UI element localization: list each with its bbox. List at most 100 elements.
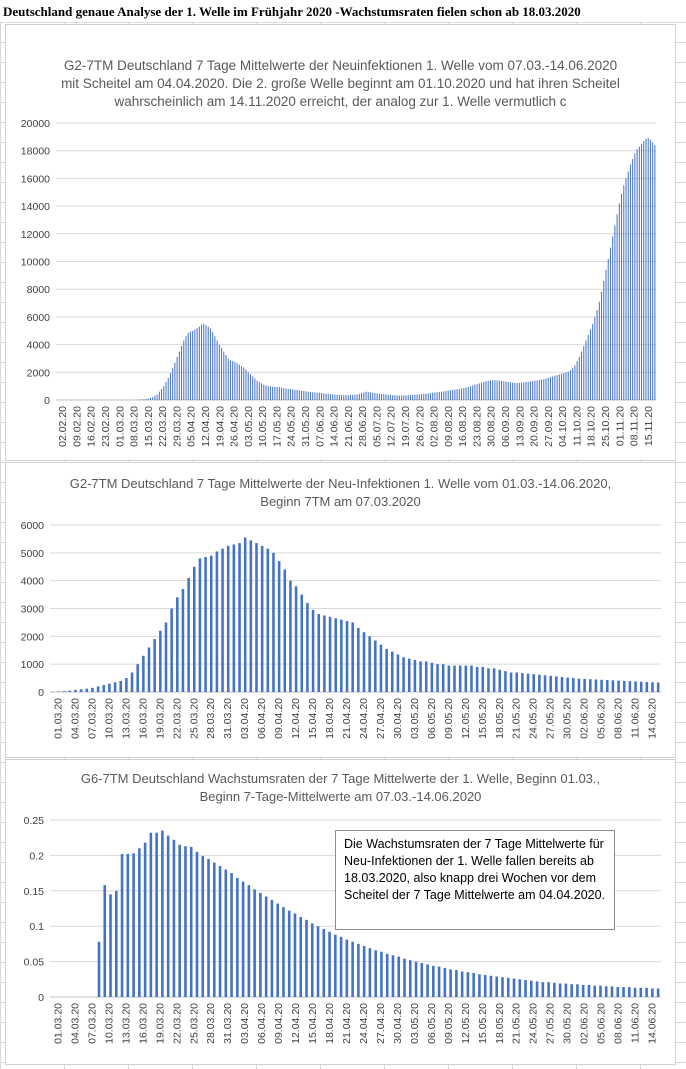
- chart-1-xtick-label: 25.10.20: [600, 406, 612, 447]
- chart-3-bar: [178, 844, 181, 997]
- chart-1-bar: [256, 380, 258, 400]
- chart-2-bar: [555, 676, 558, 692]
- chart-1-bar: [541, 379, 543, 400]
- chart-1-bar: [587, 334, 589, 400]
- chart-1-bar: [296, 390, 298, 400]
- chart-1-xtick-label: 16.08.20: [457, 406, 469, 447]
- chart-3-bar: [403, 958, 406, 997]
- chart-1-bar: [398, 395, 400, 400]
- chart-2-bar: [283, 569, 287, 692]
- chart-1-bar: [507, 382, 509, 400]
- chart-1-bar: [165, 382, 167, 400]
- chart-1-ytick-label: 14000: [21, 201, 50, 213]
- chart-3-xtick-label: 18.05.20: [494, 1003, 506, 1044]
- chart-3-bar: [530, 980, 533, 997]
- chart-3-xtick-label: 24.04.20: [358, 1003, 370, 1044]
- chart-2-bar: [187, 577, 190, 692]
- chart-3-bar: [253, 889, 256, 997]
- chart-2-bar: [340, 619, 343, 692]
- chart-1-title: G2-7TM Deutschland 7 Tage Mittelwerte de…: [61, 58, 620, 109]
- chart-1-xtick-label: 02.08.20: [429, 406, 441, 447]
- chart-1-bar: [201, 324, 203, 400]
- chart-2-ytick-label: 4000: [21, 576, 45, 588]
- chart-2-bar: [611, 680, 615, 692]
- chart-1-bar: [247, 372, 249, 400]
- chart-2-bar: [113, 682, 117, 692]
- chart-2-xtick-label: 24.04.20: [358, 698, 370, 739]
- chart-1-bar: [327, 393, 329, 400]
- chart-2-bar: [481, 666, 485, 692]
- chart-3-bar: [143, 842, 147, 997]
- chart-1-bar: [534, 380, 536, 400]
- chart-1-bar: [158, 391, 160, 400]
- chart-3-bar: [541, 982, 545, 997]
- chart-1-bar: [567, 371, 569, 400]
- chart-panel-1[interactable]: G2-7TM Deutschland 7 Tage Mittelwerte de…: [5, 24, 676, 461]
- chart-1-bar: [427, 393, 429, 400]
- chart-3-bar: [322, 929, 326, 997]
- chart-3-ytick-label: 0.1: [29, 921, 44, 933]
- chart-1-bar: [618, 203, 620, 400]
- chart-1-bar: [518, 382, 520, 400]
- chart-1-bar: [334, 394, 336, 400]
- chart-2-xtick-label: 15.05.20: [477, 698, 489, 739]
- chart-3-bar: [103, 885, 107, 997]
- chart-2-bar: [300, 594, 304, 692]
- chart-1-bar: [443, 391, 445, 400]
- chart-1-xtick-label: 23.08.20: [471, 406, 483, 447]
- chart-3-ytick-label: 0.2: [29, 850, 44, 862]
- chart-2-bar: [328, 616, 332, 692]
- chart-3-bar: [161, 830, 164, 997]
- chart-1-bar: [594, 316, 596, 400]
- chart-2-xtick-label: 21.05.20: [511, 698, 523, 739]
- chart-3-bar: [299, 917, 303, 997]
- chart-2-bar: [102, 685, 106, 692]
- chart-1-bar: [178, 351, 180, 400]
- chart-1-bar: [294, 389, 296, 400]
- chart-1-bar: [578, 357, 580, 400]
- chart-1-bar: [216, 340, 218, 400]
- chart-3-bar: [287, 910, 291, 997]
- chart-2-xtick-label: 27.05.20: [545, 698, 557, 739]
- chart-3-plot: 0 0.05 0.1 0.15 0.2 0.25 01.03.20 04.03.20 07.03…: [24, 815, 661, 1044]
- chart-1-bar: [543, 379, 545, 400]
- chart-2-bar: [125, 678, 128, 692]
- chart-1-xtick-label: 05.07.20: [371, 406, 383, 447]
- chart-1-bar: [456, 389, 458, 400]
- chart-1-ytick-label: 8000: [27, 284, 51, 296]
- chart-2-bar: [85, 688, 89, 692]
- chart-1-bar: [392, 395, 394, 400]
- chart-1-bar: [223, 351, 225, 400]
- chart-1-bar: [552, 376, 554, 400]
- chart-1-bar: [461, 388, 463, 400]
- chart-1-bar: [409, 395, 411, 400]
- chart-3-bar: [155, 832, 158, 997]
- chart-1-bar: [236, 363, 238, 400]
- chart-2-bar: [374, 640, 377, 692]
- chart-panel-2[interactable]: G2-7TM Deutschland 7 Tage Mittelwerte de…: [5, 462, 676, 758]
- chart-3-xtick-label: 12.05.20: [460, 1003, 472, 1044]
- chart-1-bar: [309, 391, 311, 400]
- chart-1-bar: [538, 379, 540, 400]
- chart-3-xtick-label: 01.03.20: [52, 1003, 64, 1044]
- chart-2-xtick-label: 04.03.20: [69, 698, 81, 739]
- chart-3-bar: [282, 907, 285, 997]
- chart-2-bar: [79, 689, 83, 692]
- chart-1-bar: [467, 386, 469, 400]
- chart-3-bar: [224, 869, 228, 997]
- chart-1-bar: [412, 394, 414, 400]
- chart-1-bar: [445, 391, 447, 400]
- chart-1-bar: [572, 368, 574, 400]
- chart-2-bar: [289, 580, 292, 692]
- chart-1-bar: [536, 380, 538, 400]
- chart-1-xtick-label: 01.11.20: [614, 406, 626, 446]
- chart-1-bar: [372, 392, 374, 400]
- chart-2-bar: [306, 602, 309, 692]
- chart-2-xtick-label: 06.04.20: [256, 698, 268, 739]
- chart-3-bar: [599, 985, 602, 997]
- chart-1-bar: [172, 368, 174, 400]
- chart-1-bar: [245, 369, 247, 400]
- chart-1-bar: [281, 387, 283, 400]
- chart-3-bar: [201, 856, 205, 997]
- chart-1-bar: [627, 171, 629, 400]
